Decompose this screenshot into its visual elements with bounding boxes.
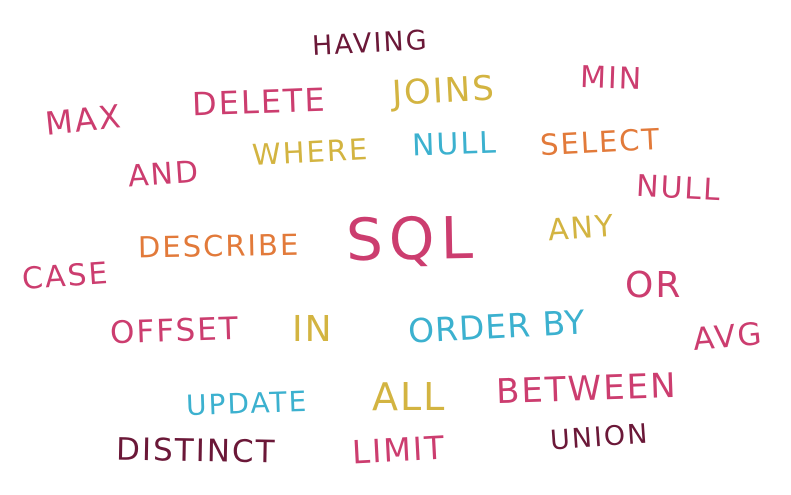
word-null-right: NULL — [635, 168, 723, 209]
word-update: UPDATE — [185, 384, 309, 423]
word-avg: AVG — [691, 316, 765, 359]
word-having: HAVING — [311, 24, 430, 63]
word-delete: DELETE — [191, 80, 328, 124]
word-max: MAX — [43, 97, 125, 143]
word-select: SELECT — [539, 121, 662, 163]
word-between: BETWEEN — [495, 365, 679, 413]
word-order-by: ORDER BY — [407, 302, 587, 351]
word-sql: SQL — [345, 203, 480, 275]
word-or: OR — [625, 265, 683, 306]
word-case: CASE — [20, 255, 111, 298]
word-in: IN — [292, 309, 334, 350]
word-joins: JOINS — [391, 68, 497, 114]
word-distinct: DISTINCT — [115, 431, 277, 471]
word-where: WHERE — [251, 131, 371, 173]
word-limit: LIMIT — [351, 428, 447, 472]
word-all: ALL — [372, 375, 447, 419]
word-union: UNION — [549, 418, 651, 457]
word-any: ANY — [546, 208, 617, 249]
word-offset: OFFSET — [109, 310, 241, 352]
word-and: AND — [126, 154, 202, 195]
word-min: MIN — [579, 59, 644, 98]
word-describe: DESCRIBE — [137, 227, 301, 265]
word-null-top: NULL — [411, 125, 499, 164]
